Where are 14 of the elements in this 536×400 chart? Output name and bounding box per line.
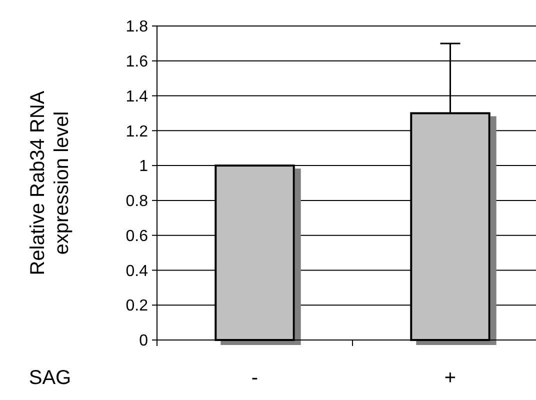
y-tick-label: 0.6 (126, 228, 148, 245)
y-tick-label: 1.4 (126, 88, 148, 106)
y-tick-label: 1.8 (126, 18, 148, 36)
y-tick-label: 0.4 (126, 262, 148, 280)
y-tick-label: 1 (139, 158, 148, 176)
x-tick-label: - (251, 367, 258, 389)
y-tick-label: 0.8 (126, 193, 148, 210)
y-tick-label: 1.2 (126, 123, 148, 140)
y-axis-title: Relative Rab34 RNA expression level (27, 90, 73, 276)
x-axis-title: SAG (28, 367, 72, 389)
y-tick-label: 0.2 (126, 298, 148, 315)
y-tick-label: 1.6 (126, 53, 148, 70)
x-tick-label: + (444, 367, 456, 389)
y-tick-label: 0 (139, 332, 148, 350)
